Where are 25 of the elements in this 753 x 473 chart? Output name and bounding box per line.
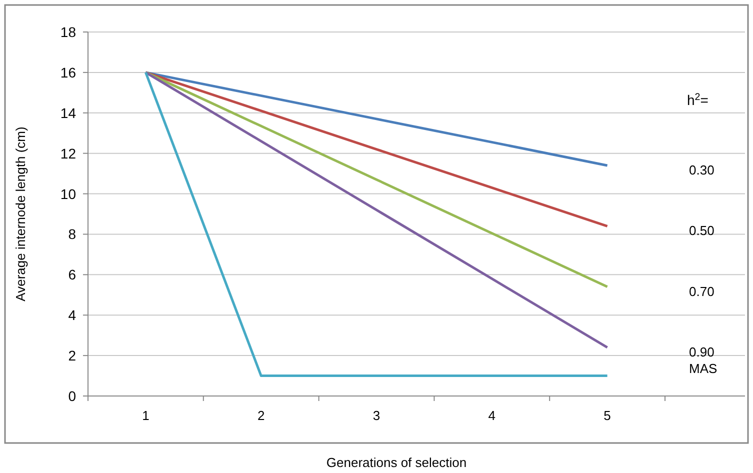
annotation: h$^{2}$= — [687, 92, 708, 108]
x-tick-label: 4 — [488, 408, 496, 423]
text: 0.70 — [689, 284, 714, 299]
line-series — [144, 71, 609, 167]
text: MAS — [689, 360, 718, 376]
y-tick-label: 4 — [68, 307, 76, 324]
text: 0.50 — [689, 223, 714, 238]
y-tick-label: 0 — [68, 388, 76, 404]
y-tick-label: 12 — [60, 145, 76, 162]
y-tick-label: 16 — [60, 64, 76, 80]
y-tick-label: 14 — [60, 104, 76, 121]
x-axis-title: Generations of selection — [326, 455, 467, 470]
y-tick-label: 6 — [68, 266, 76, 283]
y-tick-label: 18 — [60, 24, 76, 40]
text: 0.30 — [689, 162, 714, 178]
x-tick-label: 5 — [604, 408, 611, 423]
y-tick-label: 8 — [68, 226, 76, 242]
x-tick-label: 3 — [372, 408, 380, 423]
x-tick-label: 2 — [257, 408, 265, 423]
x-tick-label: 1 — [142, 408, 150, 423]
y-tick-label: 2 — [68, 348, 76, 364]
y-tick-label: 10 — [60, 186, 76, 202]
text: 0.90 — [689, 344, 714, 360]
line-series — [144, 71, 609, 228]
y-axis-title: Average internode length (cm) — [13, 126, 28, 302]
